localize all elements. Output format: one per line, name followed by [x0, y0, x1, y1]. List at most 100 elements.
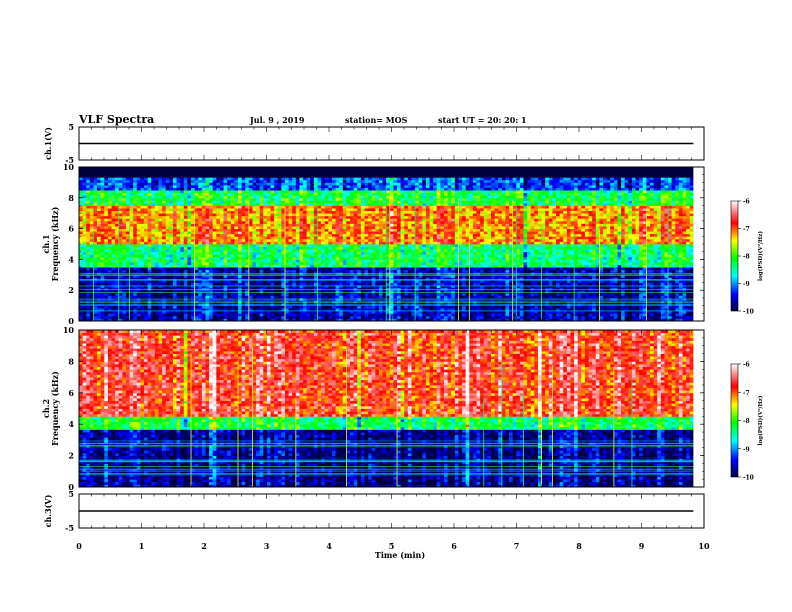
ch1-spectrogram-cell: [266, 197, 271, 201]
ch1-spectrogram-cell: [245, 205, 250, 209]
ch1-spectrogram-cell: [147, 267, 152, 271]
ch1-spectrogram-cell: [162, 192, 167, 196]
ch1-spectrogram-cell: [107, 290, 112, 294]
ch1-spectrogram-cell: [209, 184, 214, 188]
ch1-spectrogram-cell: [154, 174, 159, 178]
ch1-spectrogram-cell: [256, 172, 261, 176]
ch1-spectrogram-cell: [100, 256, 105, 260]
ch1-spectrogram-cell: [162, 226, 167, 229]
ch1-spectrogram-cell: [165, 290, 170, 294]
ch1-spectrogram-cell: [158, 269, 163, 273]
ch1-spectrogram-cell: [256, 246, 261, 250]
ch1-spectrogram-cell: [266, 220, 271, 224]
ch1-spectrogram-cell: [288, 172, 293, 176]
ch1-spectrogram-cell: [234, 220, 239, 224]
ch1-spectrogram-cell: [227, 256, 232, 260]
ch1-spectrogram-cell: [89, 277, 94, 281]
ch1-spectrogram-cell: [115, 287, 120, 291]
ch1-spectrogram-cell: [194, 172, 199, 176]
ch1-spectrogram-cell: [169, 295, 174, 299]
ch1-spectrogram-cell: [295, 241, 300, 245]
ch1-spectrogram-cell: [89, 241, 94, 245]
ch1-spectrogram-cell: [285, 318, 290, 322]
ch1-spectrogram-cell: [241, 277, 246, 281]
ch1-spectrogram-cell: [198, 290, 203, 294]
ch1-spectrogram-cell: [115, 218, 120, 222]
ch1-spectrogram-cell: [368, 241, 373, 245]
ch1-spectrogram-cell: [115, 292, 120, 296]
ch1-spectrogram-cell: [100, 254, 105, 258]
ch1-spectrogram-cell: [241, 269, 246, 273]
ch1-spectrogram-cell: [86, 246, 91, 250]
ch1-spectrogram-cell: [252, 167, 257, 170]
ch1-spectrogram-cell: [306, 200, 311, 204]
ch1-spectrogram-cell: [198, 310, 203, 314]
ch1-spectrogram-cell: [360, 261, 365, 265]
ch1-spectrogram-cell: [364, 231, 369, 235]
ch1-spectrogram-cell: [223, 254, 228, 258]
ch1-spectrogram-cell: [104, 295, 109, 299]
ch1-spectrogram-cell: [238, 282, 243, 286]
ch1-spectrogram-cell: [86, 184, 91, 188]
ch1-spectrogram-cell: [118, 318, 123, 322]
ch1-spectrogram-cell: [162, 264, 167, 268]
ch1-spectrogram-cell: [245, 269, 250, 273]
ch1-spectrogram-cell: [198, 167, 203, 170]
ch1-spectrogram-cell: [129, 233, 134, 237]
ch1-spectrogram-cell: [154, 287, 159, 291]
ch1-spectrogram-cell: [270, 287, 275, 291]
ch1-spectrogram-cell: [227, 249, 232, 253]
ch1-spectrogram-cell: [136, 177, 141, 181]
ch1-spectrogram-cell: [339, 287, 344, 291]
ch1-spectrogram-cell: [299, 184, 304, 188]
ch1-spectrogram-cell: [162, 228, 167, 232]
ch1-spectrogram-cell: [270, 297, 275, 301]
ch1-spectrogram-cell: [140, 256, 145, 260]
ch1-spectrogram-cell: [219, 226, 224, 229]
ch1-spectrogram-cell: [133, 308, 138, 312]
ch1-spectrogram-cell: [86, 305, 91, 309]
ch1-spectrogram-cell: [248, 313, 253, 317]
ch1-spectrogram-cell: [292, 167, 297, 170]
ch1-spectrogram-cell: [364, 308, 369, 312]
ch1-spectrogram-cell: [238, 179, 243, 183]
ch1-spectrogram-cell: [183, 244, 188, 247]
ch1-spectrogram-cell: [140, 282, 145, 286]
ch1-spectrogram-cell: [241, 241, 246, 245]
ch1-spectrogram-cell: [144, 202, 149, 206]
ch1-spectrogram-cell: [259, 310, 264, 314]
ch1-spectrogram-cell: [306, 264, 311, 268]
ch1-spectrogram-cell: [230, 174, 235, 178]
ch1-spectrogram-cell: [263, 264, 268, 268]
ch1-spectrogram-cell: [100, 300, 105, 304]
ch1-spectrogram-cell: [118, 287, 123, 291]
ch1-spectrogram-cell: [317, 292, 322, 296]
ch1-spectrogram-cell: [151, 169, 156, 173]
ch1-spectrogram-cell: [79, 167, 84, 170]
ch1-spectrogram-cell: [198, 205, 203, 209]
ch1-spectrogram-cell: [154, 215, 159, 219]
ch1-spectrogram-cell: [317, 202, 322, 206]
ch1-spectrogram-cell: [266, 310, 271, 314]
ch1-spectrogram-cell: [219, 292, 224, 296]
ch1-spectrogram-cell: [158, 213, 163, 217]
ch1-spectrogram-cell: [299, 192, 304, 196]
ch1-spectrogram-cell: [368, 300, 373, 304]
ch1-spectrogram-cell: [158, 238, 163, 242]
ch1-spectrogram-cell: [368, 182, 373, 186]
ch1-spectrogram-cell: [183, 177, 188, 181]
ch1-spectrogram-cell: [129, 259, 134, 263]
ch1-spectrogram-cell: [252, 318, 257, 322]
ch1-spectrogram-cell: [285, 202, 290, 206]
ch1-spectrogram-cell: [107, 261, 112, 265]
ch1-spectrogram-cell: [245, 208, 250, 212]
ch1-spectrogram-cell: [151, 187, 156, 191]
ch1-spectrogram-cell: [118, 213, 123, 217]
ch1-spectrogram-cell: [324, 238, 329, 242]
ch1-spectrogram-cell: [248, 228, 253, 232]
ch1-spectrogram-cell: [151, 274, 156, 278]
ch1-spectrogram-cell: [169, 292, 174, 296]
ch1-spectrogram-cell: [162, 169, 167, 173]
ch1-spectrogram-cell: [183, 277, 188, 281]
ch1-spectrogram-cell: [245, 169, 250, 173]
